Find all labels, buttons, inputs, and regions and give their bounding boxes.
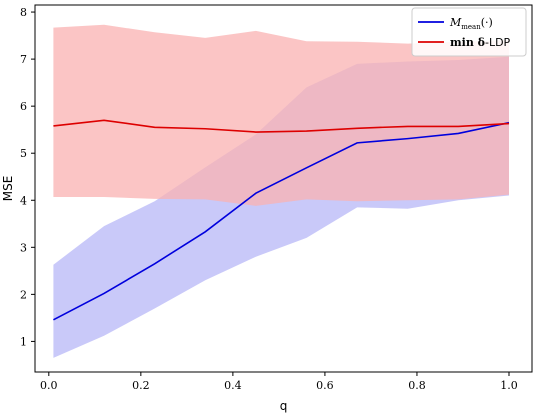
- y-tick-label: 7: [20, 53, 27, 66]
- x-tick-label: 0.2: [132, 379, 150, 392]
- legend-main: M: [449, 16, 462, 29]
- x-tick-label: 0.8: [408, 379, 426, 392]
- x-tick-label: 0.6: [316, 379, 334, 392]
- x-axis-ticks: 0.0 0.2 0.4 0.6 0.8 1.0: [40, 372, 518, 392]
- legend-main: min δ: [450, 36, 485, 49]
- confidence-bands: [53, 24, 509, 358]
- series-lines: [53, 119, 510, 321]
- y-tick-label: 6: [20, 100, 27, 113]
- x-tick-label: 0.4: [224, 379, 242, 392]
- plot-frame: [34, 4, 533, 373]
- y-tick-label: 5: [20, 147, 27, 160]
- legend-suffix: (·): [481, 16, 493, 29]
- y-tick-label: 2: [20, 288, 27, 301]
- legend-entry-1: Mmean(·): [449, 16, 493, 31]
- series-2-line: [53, 119, 510, 133]
- y-axis-label: MSE: [1, 176, 15, 202]
- y-tick-label: 3: [20, 241, 27, 254]
- legend-entry-2: min δ-LDP: [450, 36, 511, 49]
- legend-subscript: mean: [461, 23, 481, 31]
- x-axis-label: q: [280, 399, 288, 413]
- y-tick-label: 1: [20, 335, 27, 348]
- series-2-band: [53, 24, 509, 206]
- x-tick-label: 0.0: [40, 379, 58, 392]
- legend: Mmean(·) min δ-LDP: [411, 7, 527, 57]
- legend-box: [411, 7, 527, 57]
- legend-suffix: -LDP: [485, 36, 511, 49]
- series-1-line: [53, 121, 510, 321]
- y-tick-label: 8: [20, 6, 27, 19]
- x-tick-label: 1.0: [500, 379, 518, 392]
- y-axis-ticks: 1 2 3 4 5 6 7 8: [20, 6, 35, 348]
- y-tick-label: 4: [20, 194, 27, 207]
